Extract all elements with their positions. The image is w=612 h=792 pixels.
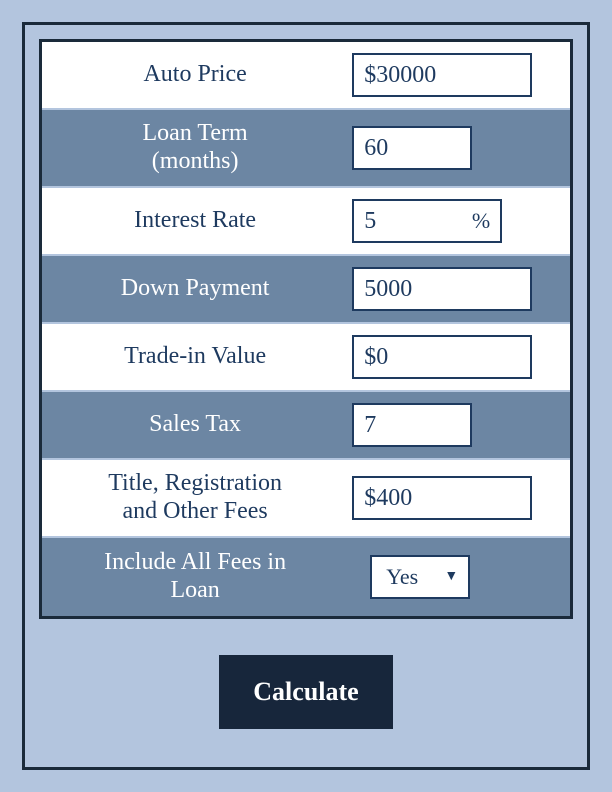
form-table: Auto Price $30000 Loan Term(months) 60 I… bbox=[39, 39, 573, 619]
row-sales-tax: Sales Tax 7 bbox=[42, 392, 570, 460]
cell-down-payment: 5000 bbox=[348, 267, 570, 311]
value-trade-in: $0 bbox=[364, 344, 520, 371]
label-interest-rate: Interest Rate bbox=[42, 203, 348, 239]
cell-include-fees: Yes ▼ bbox=[348, 555, 570, 599]
cell-interest-rate: 5 % bbox=[348, 199, 570, 243]
input-trade-in[interactable]: $0 bbox=[352, 335, 532, 379]
input-loan-term[interactable]: 60 bbox=[352, 126, 472, 170]
row-down-payment: Down Payment 5000 bbox=[42, 256, 570, 324]
row-loan-term: Loan Term(months) 60 bbox=[42, 110, 570, 188]
calculate-button[interactable]: Calculate bbox=[219, 655, 392, 729]
percent-suffix: % bbox=[472, 208, 490, 234]
chevron-down-icon: ▼ bbox=[444, 569, 458, 585]
label-auto-price: Auto Price bbox=[42, 57, 348, 93]
label-include-fees: Include All Fees inLoan bbox=[42, 545, 348, 608]
value-sales-tax: 7 bbox=[364, 412, 460, 439]
input-fees[interactable]: $400 bbox=[352, 476, 532, 520]
label-sales-tax: Sales Tax bbox=[42, 407, 348, 443]
row-auto-price: Auto Price $30000 bbox=[42, 42, 570, 110]
value-loan-term: 60 bbox=[364, 135, 460, 162]
input-auto-price[interactable]: $30000 bbox=[352, 53, 532, 97]
value-fees: $400 bbox=[364, 485, 520, 512]
value-interest-rate: 5 bbox=[364, 208, 472, 235]
value-down-payment: 5000 bbox=[364, 276, 520, 303]
input-sales-tax[interactable]: 7 bbox=[352, 403, 472, 447]
cell-sales-tax: 7 bbox=[348, 403, 570, 447]
label-fees: Title, Registrationand Other Fees bbox=[42, 466, 348, 529]
label-down-payment: Down Payment bbox=[42, 271, 348, 307]
row-trade-in: Trade-in Value $0 bbox=[42, 324, 570, 392]
cell-auto-price: $30000 bbox=[348, 53, 570, 97]
row-interest-rate: Interest Rate 5 % bbox=[42, 188, 570, 256]
row-fees: Title, Registrationand Other Fees $400 bbox=[42, 460, 570, 538]
value-include-fees: Yes bbox=[386, 564, 418, 590]
input-interest-rate[interactable]: 5 % bbox=[352, 199, 502, 243]
value-auto-price: $30000 bbox=[364, 62, 520, 89]
label-trade-in: Trade-in Value bbox=[42, 339, 348, 375]
cell-fees: $400 bbox=[348, 476, 570, 520]
cell-loan-term: 60 bbox=[348, 126, 570, 170]
cell-trade-in: $0 bbox=[348, 335, 570, 379]
select-include-fees[interactable]: Yes ▼ bbox=[370, 555, 470, 599]
label-loan-term: Loan Term(months) bbox=[42, 116, 348, 179]
input-down-payment[interactable]: 5000 bbox=[352, 267, 532, 311]
calculator-panel: Auto Price $30000 Loan Term(months) 60 I… bbox=[22, 22, 590, 770]
row-include-fees: Include All Fees inLoan Yes ▼ bbox=[42, 538, 570, 616]
